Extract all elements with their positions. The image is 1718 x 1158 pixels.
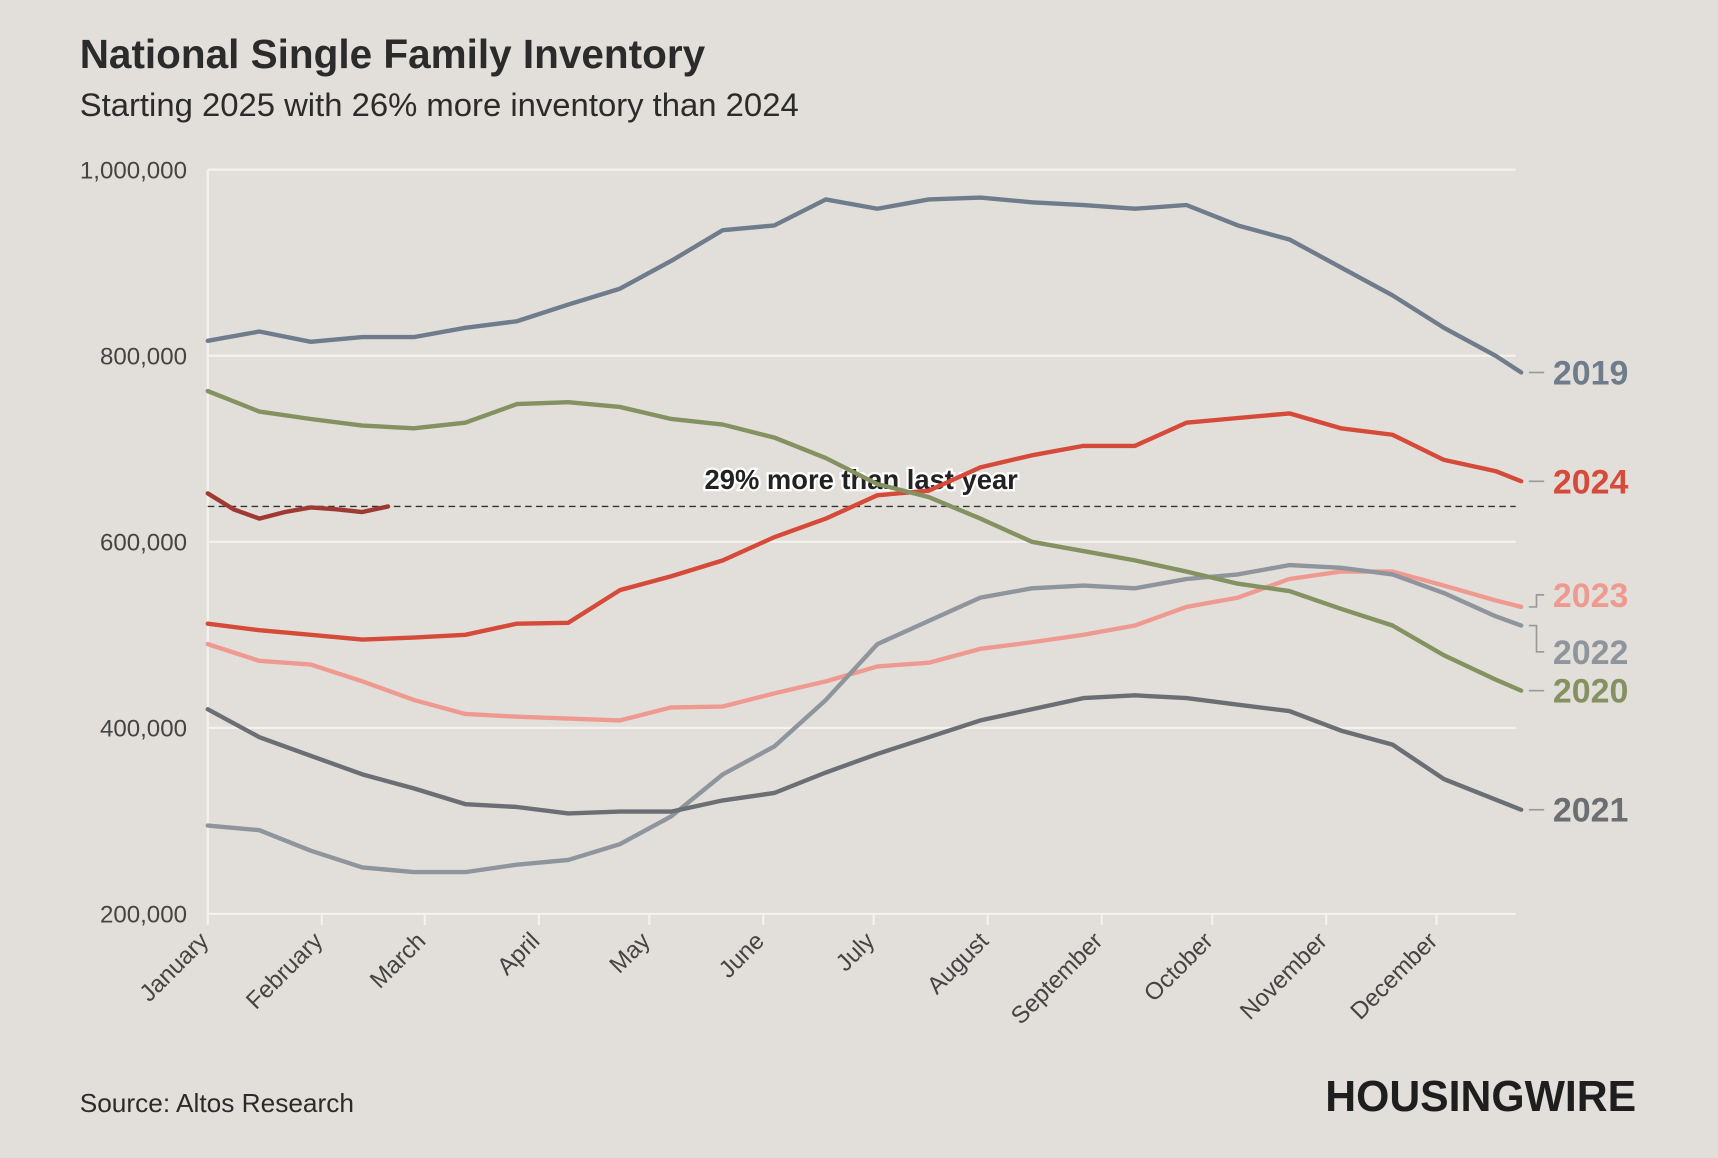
logo: HOUSINGWIRE [1325, 1072, 1636, 1121]
series-line [205, 569, 1524, 723]
y-tick-label: 400,000 [100, 716, 187, 743]
x-tick-label: April [492, 928, 545, 981]
x-tick-label: January [135, 928, 215, 1008]
series-line [205, 693, 1524, 816]
chart-title: National Single Family Inventory [80, 31, 706, 77]
x-tick-label: October [1139, 928, 1219, 1008]
x-tick-label: February [241, 928, 328, 1015]
x-tick-label: June [714, 928, 770, 984]
y-tick-label: 1,000,000 [80, 157, 187, 184]
label-connector [1528, 594, 1545, 608]
series-line [205, 195, 1524, 375]
series-line [205, 411, 1524, 642]
source-note: Source: Altos Research [80, 1088, 354, 1118]
series-label: 2023 [1553, 577, 1628, 615]
series-line [205, 491, 391, 521]
y-tick-label: 200,000 [100, 902, 187, 929]
x-tick-label: May [604, 928, 655, 979]
series-label: 2021 [1553, 792, 1628, 830]
x-tick-label: August [922, 927, 994, 999]
x-tick-label: November [1235, 928, 1333, 1026]
label-connector [1528, 624, 1545, 653]
series-label: 2024 [1553, 463, 1629, 501]
x-tick-label: September [1006, 928, 1108, 1030]
chart-subtitle: Starting 2025 with 26% more inventory th… [80, 86, 799, 123]
y-tick-label: 600,000 [100, 530, 187, 557]
series-label: 2019 [1553, 355, 1628, 393]
x-tick-label: December [1345, 928, 1443, 1026]
series-label: 2020 [1553, 673, 1628, 711]
reference-label: 29% more than last year [705, 464, 1019, 495]
y-tick-label: 800,000 [100, 343, 187, 370]
x-tick-label: March [365, 928, 431, 994]
x-tick-label: July [831, 928, 880, 977]
series-label: 2022 [1553, 634, 1628, 672]
series-line [205, 562, 1524, 875]
series-line [205, 388, 1524, 693]
